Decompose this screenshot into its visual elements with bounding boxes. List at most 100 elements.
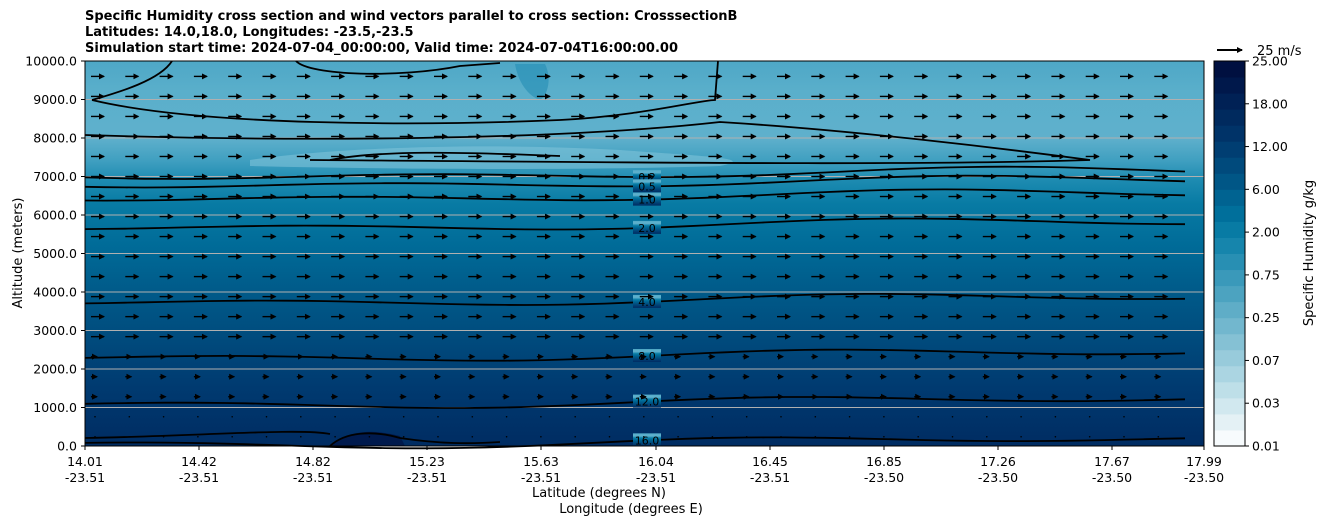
wind-reference-label: 25 m/s (1257, 44, 1302, 59)
x-tick-label-lon: -23.51 (521, 470, 561, 485)
contour-label-bg (633, 220, 661, 234)
wind-vector (677, 435, 679, 438)
colorbar-tick-label: 12.00 (1252, 139, 1288, 154)
colorbar-segment (1214, 429, 1245, 447)
wind-vector (94, 415, 96, 418)
contour-label-bg (633, 433, 661, 447)
contour-label: 12.0 (635, 396, 660, 409)
contour-line-upper (91, 60, 719, 125)
x-tick-label-lat: 17.99 (1186, 454, 1222, 469)
x-tick-label-lon: -23.51 (750, 470, 790, 485)
wind-vector (162, 435, 165, 438)
wind-vector (1157, 415, 1160, 418)
wind-vector (540, 415, 542, 418)
colorbar-segment (1214, 61, 1245, 78)
wind-vector (814, 415, 817, 418)
colorbar-tick-label: 0.75 (1252, 267, 1280, 282)
wind-vector (1157, 435, 1160, 438)
wind-vector (471, 415, 474, 418)
wind-vector (883, 435, 885, 438)
wind-vector (1020, 435, 1022, 438)
wind-vector (197, 415, 199, 418)
colorbar-frame (1213, 60, 1246, 447)
wind-vector (917, 435, 919, 438)
contour-label: 0.5 (638, 180, 656, 193)
x-tick-label-lat: 15.23 (409, 454, 445, 469)
colorbar-segment (1214, 189, 1245, 206)
x-tick-label-lon: -23.51 (407, 470, 447, 485)
wind-vector (848, 415, 851, 418)
plot-area: 0.20.51.02.04.08.012.016.0 (84, 60, 1205, 450)
colorbar: 0.01 0.03 0.07 0.25 0.75 2.00 6.00 12.00 18.00 25… (1213, 54, 1288, 454)
colorbar-label: Specific Humidity g/kg (1302, 180, 1317, 326)
contour-label-bg (633, 349, 661, 363)
wind-vector (94, 435, 96, 438)
colorbar-segment (1214, 221, 1245, 238)
wind-vector (402, 415, 405, 418)
colorbar-segment (1214, 109, 1245, 126)
colorbar-segment (1214, 333, 1245, 351)
wind-vector (1054, 415, 1057, 418)
wind-vector (677, 415, 679, 418)
x-axis: 14.01-23.5114.42-23.5114.82-23.5115.23-2… (65, 446, 1224, 485)
y-tick-label: 10000.0 (25, 54, 77, 69)
contour-label: 2.0 (638, 222, 656, 235)
wind-vector (643, 435, 645, 438)
wind-vector (402, 435, 405, 438)
x-tick-label-lat: 17.26 (980, 454, 1016, 469)
x-tick-label-lat: 17.67 (1094, 454, 1130, 469)
contour-label-bg (633, 179, 661, 193)
colorbar-segment (1214, 349, 1245, 367)
contour-line-upper (295, 60, 501, 75)
wind-vector (265, 435, 268, 438)
title-line-1: Specific Humidity cross section and wind… (85, 9, 738, 24)
contour-label: 8.0 (638, 350, 656, 363)
wind-vector (437, 415, 439, 418)
x-tick-label-lat: 16.45 (752, 454, 788, 469)
colorbar-segment (1214, 157, 1245, 174)
wind-vector (986, 415, 988, 418)
contour-label: 16.0 (635, 434, 660, 447)
contour-line-upper (84, 121, 1091, 165)
colorbar-segment (1214, 93, 1245, 110)
x-tick-label-lat: 14.42 (181, 454, 217, 469)
y-tick-label: 8000.0 (33, 131, 77, 146)
x-axis-label-longitude: Longitude (degrees E) (559, 502, 703, 517)
wind-vector (128, 435, 131, 438)
x-tick-label-lon: -23.51 (65, 470, 105, 485)
colorbar-segment (1214, 301, 1245, 319)
wind-vector (1123, 415, 1125, 418)
wind-vector (848, 435, 851, 438)
wind-vector (986, 435, 988, 438)
colorbar-tick-label: 0.03 (1252, 396, 1280, 411)
wind-vector (711, 435, 714, 438)
wind-vector (1054, 435, 1057, 438)
x-tick-label-lat: 14.82 (295, 454, 331, 469)
colorbar-tick-label: 25.00 (1252, 54, 1288, 69)
y-tick-label: 2000.0 (33, 362, 77, 377)
wind-vector (197, 435, 199, 438)
wind-vector (471, 435, 474, 438)
contour-line-lower (84, 430, 331, 439)
wind-vectors (91, 73, 1169, 438)
wind-reference-key: 25 m/s (1217, 44, 1302, 59)
x-tick-label-lon: -23.51 (293, 470, 333, 485)
wind-vector (128, 415, 131, 418)
wind-vector (162, 415, 165, 418)
wind-vector (505, 415, 508, 418)
x-tick-label-lat: 15.63 (523, 454, 559, 469)
colorbar-tick-label: 0.01 (1252, 439, 1280, 454)
x-tick-label-lon: -23.51 (636, 470, 676, 485)
colorbar-tick-label: 2.00 (1252, 225, 1280, 240)
colorbar-segment (1214, 365, 1245, 383)
dry-layer-patch (250, 146, 733, 169)
wind-vector (231, 435, 233, 438)
wind-vector (745, 415, 748, 418)
colorbar-segment (1214, 77, 1245, 94)
y-axis-label: Altitude (meters) (11, 198, 26, 309)
y-tick-label: 0.0 (57, 439, 77, 454)
colorbar-tick-label: 0.07 (1252, 353, 1280, 368)
wind-vector (1088, 415, 1091, 418)
wind-vector (231, 415, 233, 418)
